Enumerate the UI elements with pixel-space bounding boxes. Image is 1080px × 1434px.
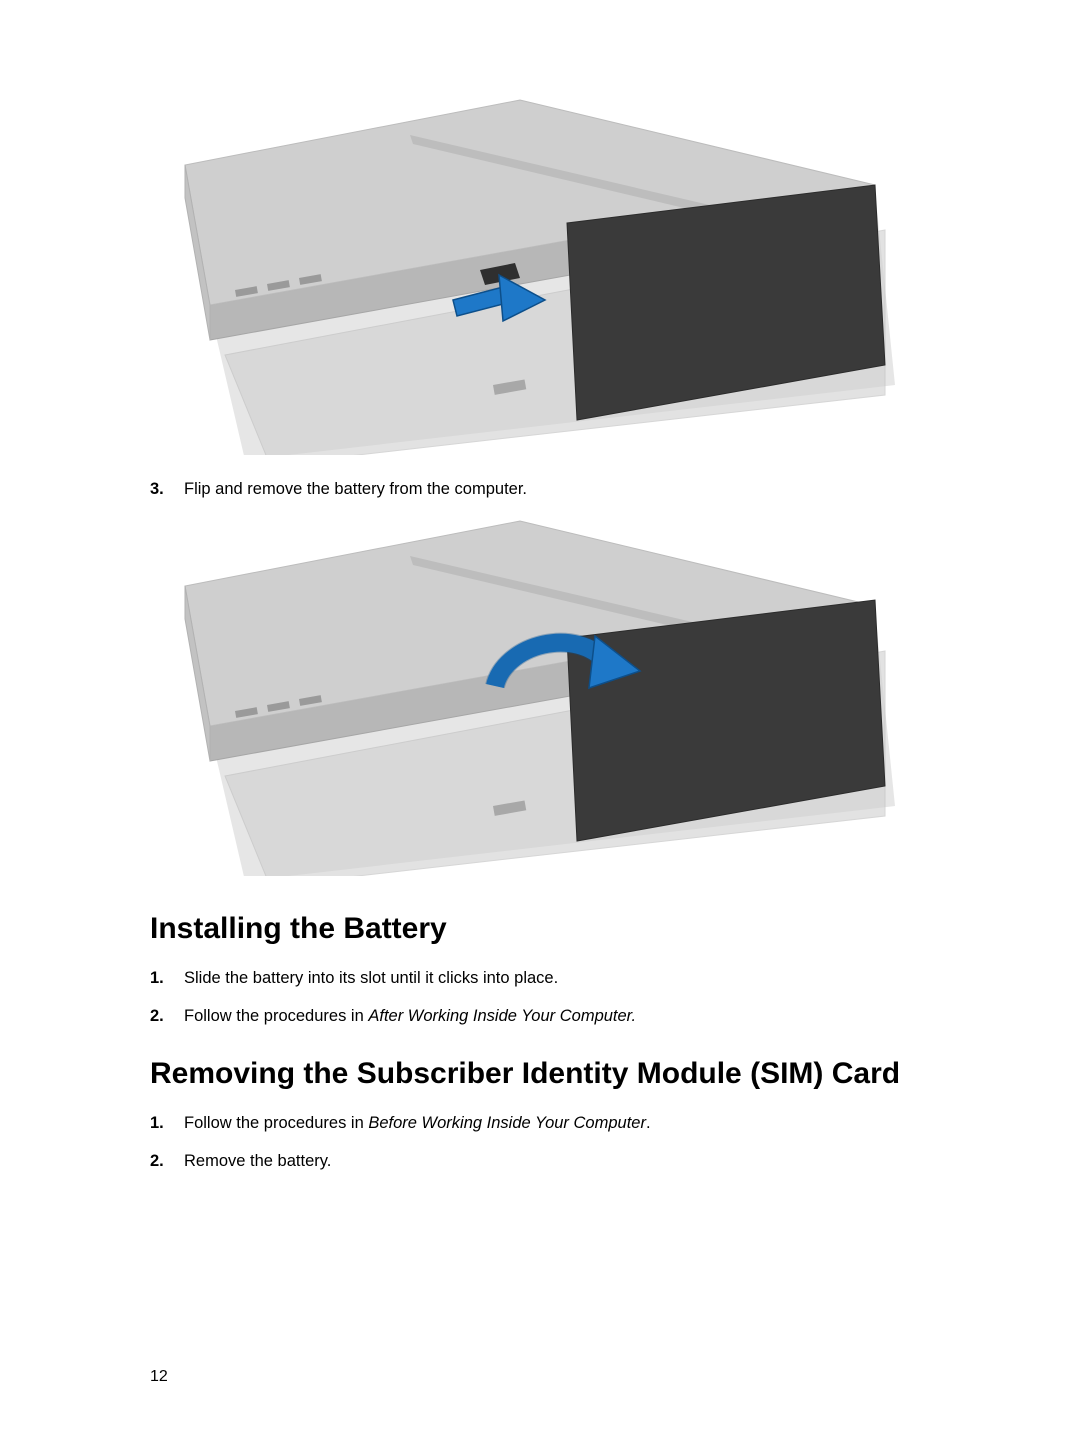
sim-step-1-text-c: .	[646, 1114, 651, 1132]
page-number: 12	[150, 1368, 168, 1386]
step-3: 3. Flip and remove the battery from the …	[150, 479, 930, 500]
sim-steps: 1. Follow the procedures in Before Worki…	[150, 1113, 930, 1172]
step-3-num: 3.	[150, 479, 184, 500]
page-root: 3. Flip and remove the battery from the …	[0, 0, 1080, 1434]
install-step-1-num: 1.	[150, 968, 184, 989]
sim-step-2-text: Remove the battery.	[184, 1151, 930, 1172]
install-step-2-text: Follow the procedures in After Working I…	[184, 1006, 930, 1027]
sim-step-1-num: 1.	[150, 1113, 184, 1134]
install-step-2-text-b: After Working Inside Your Computer.	[368, 1007, 636, 1025]
install-step-2-text-a: Follow the procedures in	[184, 1007, 368, 1025]
install-steps: 1. Slide the battery into its slot until…	[150, 968, 930, 1027]
figure-flip-battery-svg	[175, 516, 905, 876]
install-step-1: 1. Slide the battery into its slot until…	[150, 968, 930, 989]
heading-installing-battery: Installing the Battery	[150, 912, 930, 946]
sim-step-1-text: Follow the procedures in Before Working …	[184, 1113, 930, 1134]
heading-removing-sim: Removing the Subscriber Identity Module …	[150, 1057, 930, 1091]
sim-step-1-text-b: Before Working Inside Your Computer	[368, 1114, 646, 1132]
sim-step-2: 2. Remove the battery.	[150, 1151, 930, 1172]
sim-step-1: 1. Follow the procedures in Before Worki…	[150, 1113, 930, 1134]
figure-slide-latch-svg	[175, 95, 905, 455]
install-step-2-num: 2.	[150, 1006, 184, 1027]
install-step-1-text: Slide the battery into its slot until it…	[184, 968, 930, 989]
sim-step-1-text-a: Follow the procedures in	[184, 1114, 368, 1132]
figure-flip-battery	[175, 516, 905, 876]
step-3-text: Flip and remove the battery from the com…	[184, 479, 930, 500]
sim-step-2-num: 2.	[150, 1151, 184, 1172]
install-step-2: 2. Follow the procedures in After Workin…	[150, 1006, 930, 1027]
figure-slide-latch	[175, 95, 905, 455]
